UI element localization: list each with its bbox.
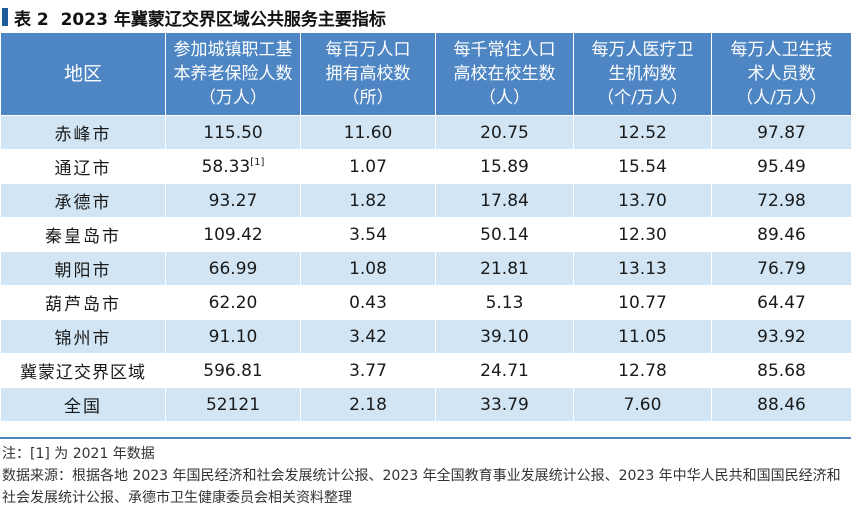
header-pension: 参加城镇职工基 本养老保险人数 （万人） xyxy=(165,32,301,116)
cell-region: 赤峰市 xyxy=(0,115,166,150)
cell-students: 20.75 xyxy=(435,115,574,150)
table-row: 全国 52121 2.18 33.79 7.60 88.46 xyxy=(0,387,851,422)
cell-colleges: 2.18 xyxy=(300,387,436,422)
table-row: 承德市 93.27 1.82 17.84 13.70 72.98 xyxy=(0,183,851,218)
header-row: 地区 参加城镇职工基 本养老保险人数 （万人） 每百万人口 拥有高校数 （所） … xyxy=(0,32,851,116)
table-caption: 2023 年冀蒙辽交界区域公共服务主要指标 xyxy=(60,9,386,30)
cell-students: 15.89 xyxy=(435,149,574,184)
cell-students: 39.10 xyxy=(435,319,574,354)
table-row: 秦皇岛市 109.42 3.54 50.14 12.30 89.46 xyxy=(0,217,851,252)
cell-colleges: 1.07 xyxy=(300,149,436,184)
cell-medical: 7.60 xyxy=(573,387,712,422)
cell-medical: 11.05 xyxy=(573,319,712,354)
cell-pension: 93.27 xyxy=(165,183,301,218)
table-title-text: 表 2 2023 年冀蒙辽交界区域公共服务主要指标 xyxy=(14,5,386,30)
indicator-table: 地区 参加城镇职工基 本养老保险人数 （万人） 每百万人口 拥有高校数 （所） … xyxy=(0,32,851,422)
header-region: 地区 xyxy=(0,32,166,116)
cell-region: 全国 xyxy=(0,387,166,422)
header-health-staff: 每万人卫生技 术人员数 （人/万人） xyxy=(711,32,851,116)
cell-region: 通辽市 xyxy=(0,149,166,184)
cell-medical: 13.70 xyxy=(573,183,712,218)
cell-pension: 66.99 xyxy=(165,251,301,286)
cell-health-staff: 88.46 xyxy=(711,387,851,422)
cell-pension: 91.10 xyxy=(165,319,301,354)
cell-health-staff: 85.68 xyxy=(711,353,851,388)
table-row: 冀蒙辽交界区域 596.81 3.77 24.71 12.78 85.68 xyxy=(0,353,851,388)
cell-health-staff: 64.47 xyxy=(711,285,851,320)
cell-students: 24.71 xyxy=(435,353,574,388)
cell-medical: 12.52 xyxy=(573,115,712,150)
cell-region: 冀蒙辽交界区域 xyxy=(0,353,166,388)
cell-medical: 12.78 xyxy=(573,353,712,388)
cell-health-staff: 89.46 xyxy=(711,217,851,252)
cell-medical: 12.30 xyxy=(573,217,712,252)
cell-students: 21.81 xyxy=(435,251,574,286)
cell-region: 秦皇岛市 xyxy=(0,217,166,252)
cell-colleges: 3.54 xyxy=(300,217,436,252)
footnote: 注：[1] 为 2021 年数据 xyxy=(2,446,155,462)
table-row: 朝阳市 66.99 1.08 21.81 13.13 76.79 xyxy=(0,251,851,286)
cell-medical: 13.13 xyxy=(573,251,712,286)
table-bottom-rule xyxy=(0,437,851,439)
cell-health-staff: 95.49 xyxy=(711,149,851,184)
data-source: 数据来源：根据各地 2023 年国民经济和社会发展统计公报、2023 年全国教育… xyxy=(2,468,841,506)
title-accent-bar xyxy=(2,8,8,26)
cell-colleges: 1.08 xyxy=(300,251,436,286)
table-row: 赤峰市 115.50 11.60 20.75 12.52 97.87 xyxy=(0,115,851,150)
footnote-marker: [1] xyxy=(250,156,265,168)
header-medical: 每万人医疗卫 生机构数 （个/万人） xyxy=(573,32,712,116)
cell-medical: 15.54 xyxy=(573,149,712,184)
cell-colleges: 3.77 xyxy=(300,353,436,388)
cell-colleges: 1.82 xyxy=(300,183,436,218)
cell-region: 朝阳市 xyxy=(0,251,166,286)
cell-health-staff: 76.79 xyxy=(711,251,851,286)
cell-region: 承德市 xyxy=(0,183,166,218)
cell-colleges: 11.60 xyxy=(300,115,436,150)
cell-students: 5.13 xyxy=(435,285,574,320)
cell-pension: 58.33[1] xyxy=(165,149,301,184)
cell-pension: 115.50 xyxy=(165,115,301,150)
cell-pension: 52121 xyxy=(165,387,301,422)
cell-students: 17.84 xyxy=(435,183,574,218)
cell-pension: 109.42 xyxy=(165,217,301,252)
header-students: 每千常住人口 高校在校生数 （人） xyxy=(435,32,574,116)
table-row: 锦州市 91.10 3.42 39.10 11.05 93.92 xyxy=(0,319,851,354)
table-title: 表 2 2023 年冀蒙辽交界区域公共服务主要指标 xyxy=(0,4,386,30)
cell-health-staff: 97.87 xyxy=(711,115,851,150)
cell-region: 锦州市 xyxy=(0,319,166,354)
cell-colleges: 0.43 xyxy=(300,285,436,320)
cell-health-staff: 93.92 xyxy=(711,319,851,354)
cell-students: 50.14 xyxy=(435,217,574,252)
table-row: 葫芦岛市 62.20 0.43 5.13 10.77 64.47 xyxy=(0,285,851,320)
cell-pension: 596.81 xyxy=(165,353,301,388)
cell-health-staff: 72.98 xyxy=(711,183,851,218)
cell-colleges: 3.42 xyxy=(300,319,436,354)
cell-region: 葫芦岛市 xyxy=(0,285,166,320)
table-row: 通辽市 58.33[1] 1.07 15.89 15.54 95.49 xyxy=(0,149,851,184)
table-number: 表 2 xyxy=(14,9,49,30)
table-notes: 注：[1] 为 2021 年数据 数据来源：根据各地 2023 年国民经济和社会… xyxy=(2,443,848,509)
cell-pension: 62.20 xyxy=(165,285,301,320)
header-colleges: 每百万人口 拥有高校数 （所） xyxy=(300,32,436,116)
cell-students: 33.79 xyxy=(435,387,574,422)
cell-medical: 10.77 xyxy=(573,285,712,320)
